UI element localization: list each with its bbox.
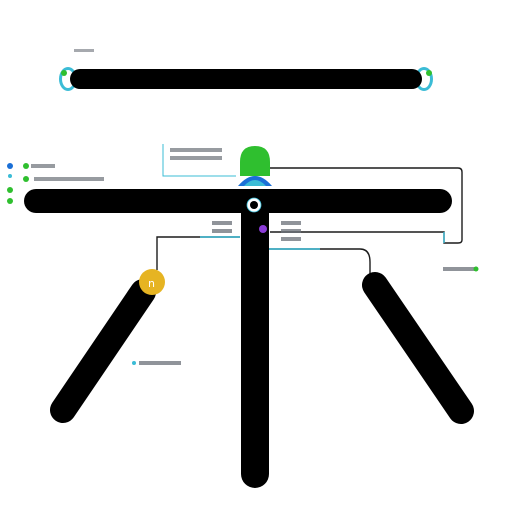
left-bullet-blue bbox=[7, 163, 13, 169]
wires bbox=[156, 167, 463, 276]
wire-right-leg bbox=[262, 248, 371, 276]
top-note-callout bbox=[162, 144, 236, 177]
leg-left bbox=[50, 279, 156, 423]
top-knob bbox=[238, 146, 272, 186]
junction-letter: n bbox=[148, 277, 155, 290]
center-note-right bbox=[281, 221, 301, 225]
left-bullet-green-1 bbox=[23, 163, 29, 169]
junction-node: n bbox=[139, 269, 165, 295]
center-note-left bbox=[212, 221, 232, 225]
left-note-2 bbox=[34, 177, 104, 181]
wire-left bbox=[156, 236, 240, 270]
top-caption-mark bbox=[74, 49, 94, 52]
purple-node bbox=[259, 225, 267, 233]
leg-right bbox=[362, 272, 474, 424]
wire-right-loop bbox=[268, 167, 463, 244]
bottom-note bbox=[132, 361, 181, 365]
center-eye bbox=[246, 197, 262, 213]
right-note bbox=[443, 266, 479, 272]
center-notes bbox=[212, 221, 301, 241]
left-note-1 bbox=[31, 164, 55, 168]
left-notes bbox=[7, 163, 104, 204]
left-bullet-green-2 bbox=[23, 176, 29, 182]
top-bar-group bbox=[59, 49, 433, 91]
